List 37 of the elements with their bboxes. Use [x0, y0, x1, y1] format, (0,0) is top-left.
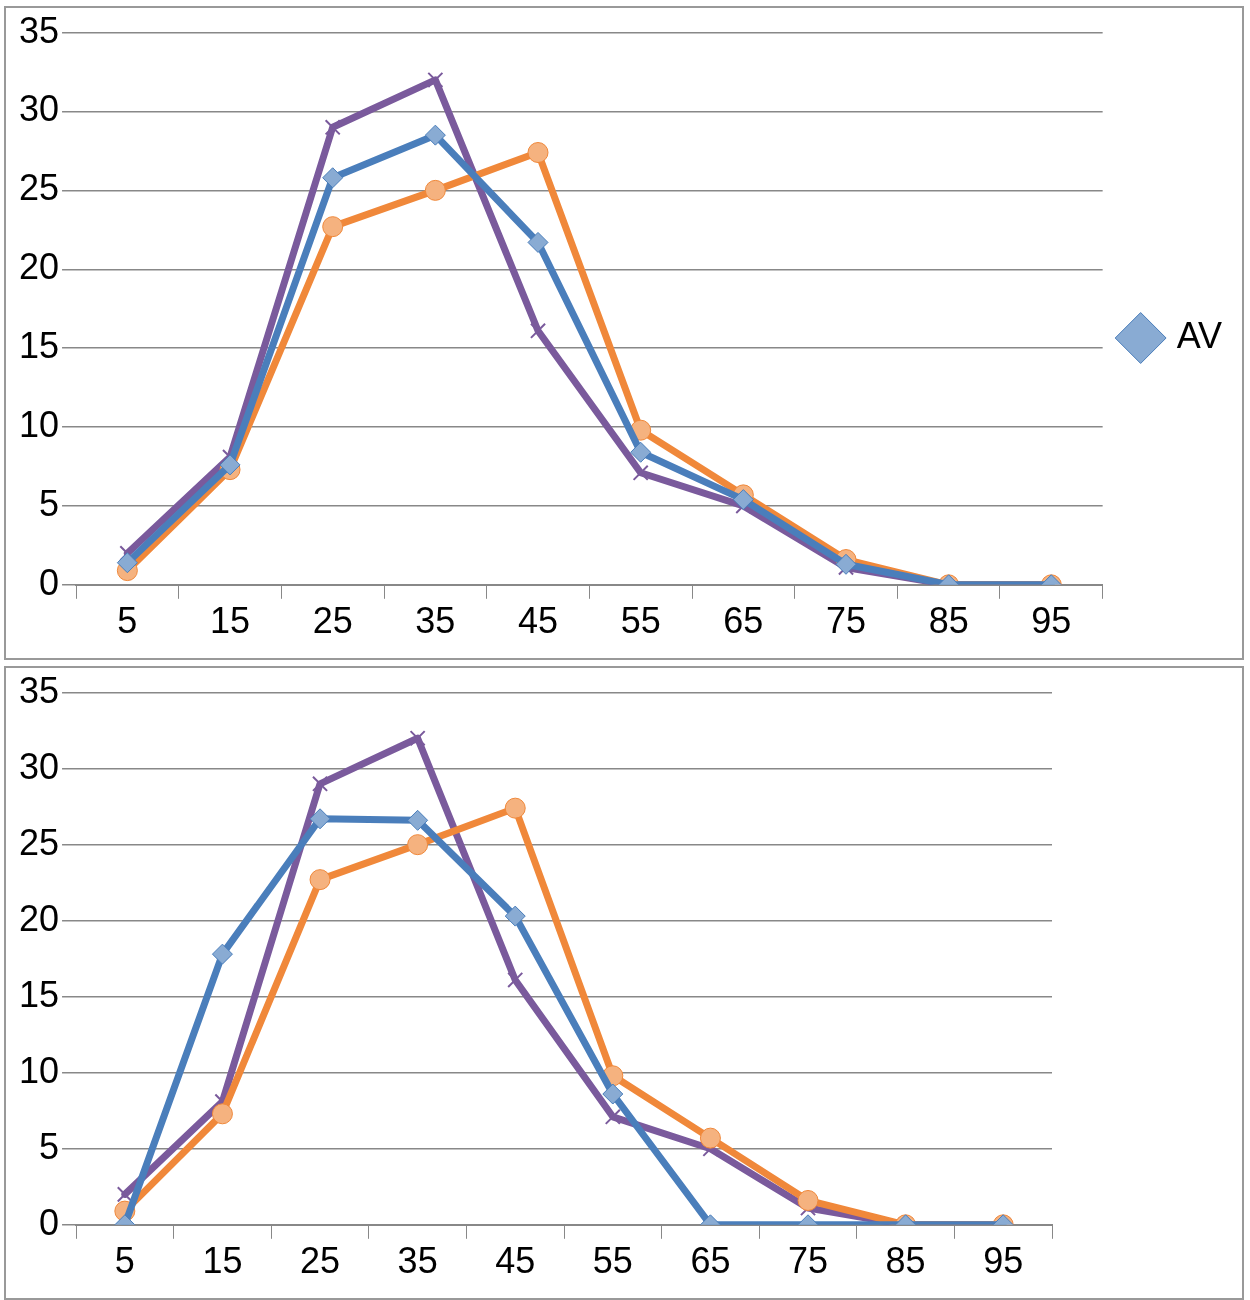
x-tick-label: 15 — [202, 1240, 243, 1282]
y-tick-label: 35 — [19, 9, 60, 51]
x-tick-label: 75 — [787, 1240, 829, 1282]
x-tick-label: 95 — [983, 1240, 1024, 1282]
x-tick-label: 85 — [928, 600, 969, 642]
x-tick-label: 55 — [620, 600, 661, 642]
x-tick-label: 85 — [885, 1240, 926, 1282]
y-tick-label: 20 — [19, 897, 60, 939]
y-tick-label: 15 — [19, 325, 60, 367]
y-tick-label: 10 — [19, 1049, 60, 1091]
y-tick-label: 35 — [19, 669, 60, 711]
y-tick-label: 0 — [39, 561, 60, 603]
y-tick-label: 10 — [19, 403, 60, 445]
x-tick-label: 55 — [592, 1240, 633, 1282]
x-tick-label: 35 — [397, 1240, 438, 1282]
x-tick-label: 45 — [517, 600, 559, 642]
y-tick-label: 15 — [19, 973, 60, 1015]
y-tick-label: 20 — [19, 246, 60, 288]
x-tick-label: 15 — [210, 600, 251, 642]
y-tick-label: 30 — [19, 88, 60, 130]
x-tick-label: 25 — [312, 600, 353, 642]
y-tick-label: 25 — [19, 167, 60, 209]
x-tick-label: 25 — [300, 1240, 341, 1282]
y-tick-label: 5 — [39, 482, 60, 524]
x-tick-label: 65 — [690, 1240, 731, 1282]
legend-label: AV — [1176, 314, 1223, 356]
y-tick-label: 25 — [19, 821, 60, 863]
x-tick-label: 75 — [825, 600, 867, 642]
x-tick-label: 5 — [114, 1240, 135, 1282]
x-tick-label: 65 — [723, 600, 764, 642]
x-tick-label: 45 — [495, 1240, 536, 1282]
y-tick-label: 5 — [39, 1125, 60, 1167]
x-tick-label: 95 — [1031, 600, 1072, 642]
x-tick-label: 35 — [415, 600, 456, 642]
y-tick-label: 0 — [39, 1201, 60, 1243]
y-tick-label: 30 — [19, 745, 60, 787]
x-tick-label: 5 — [117, 600, 138, 642]
